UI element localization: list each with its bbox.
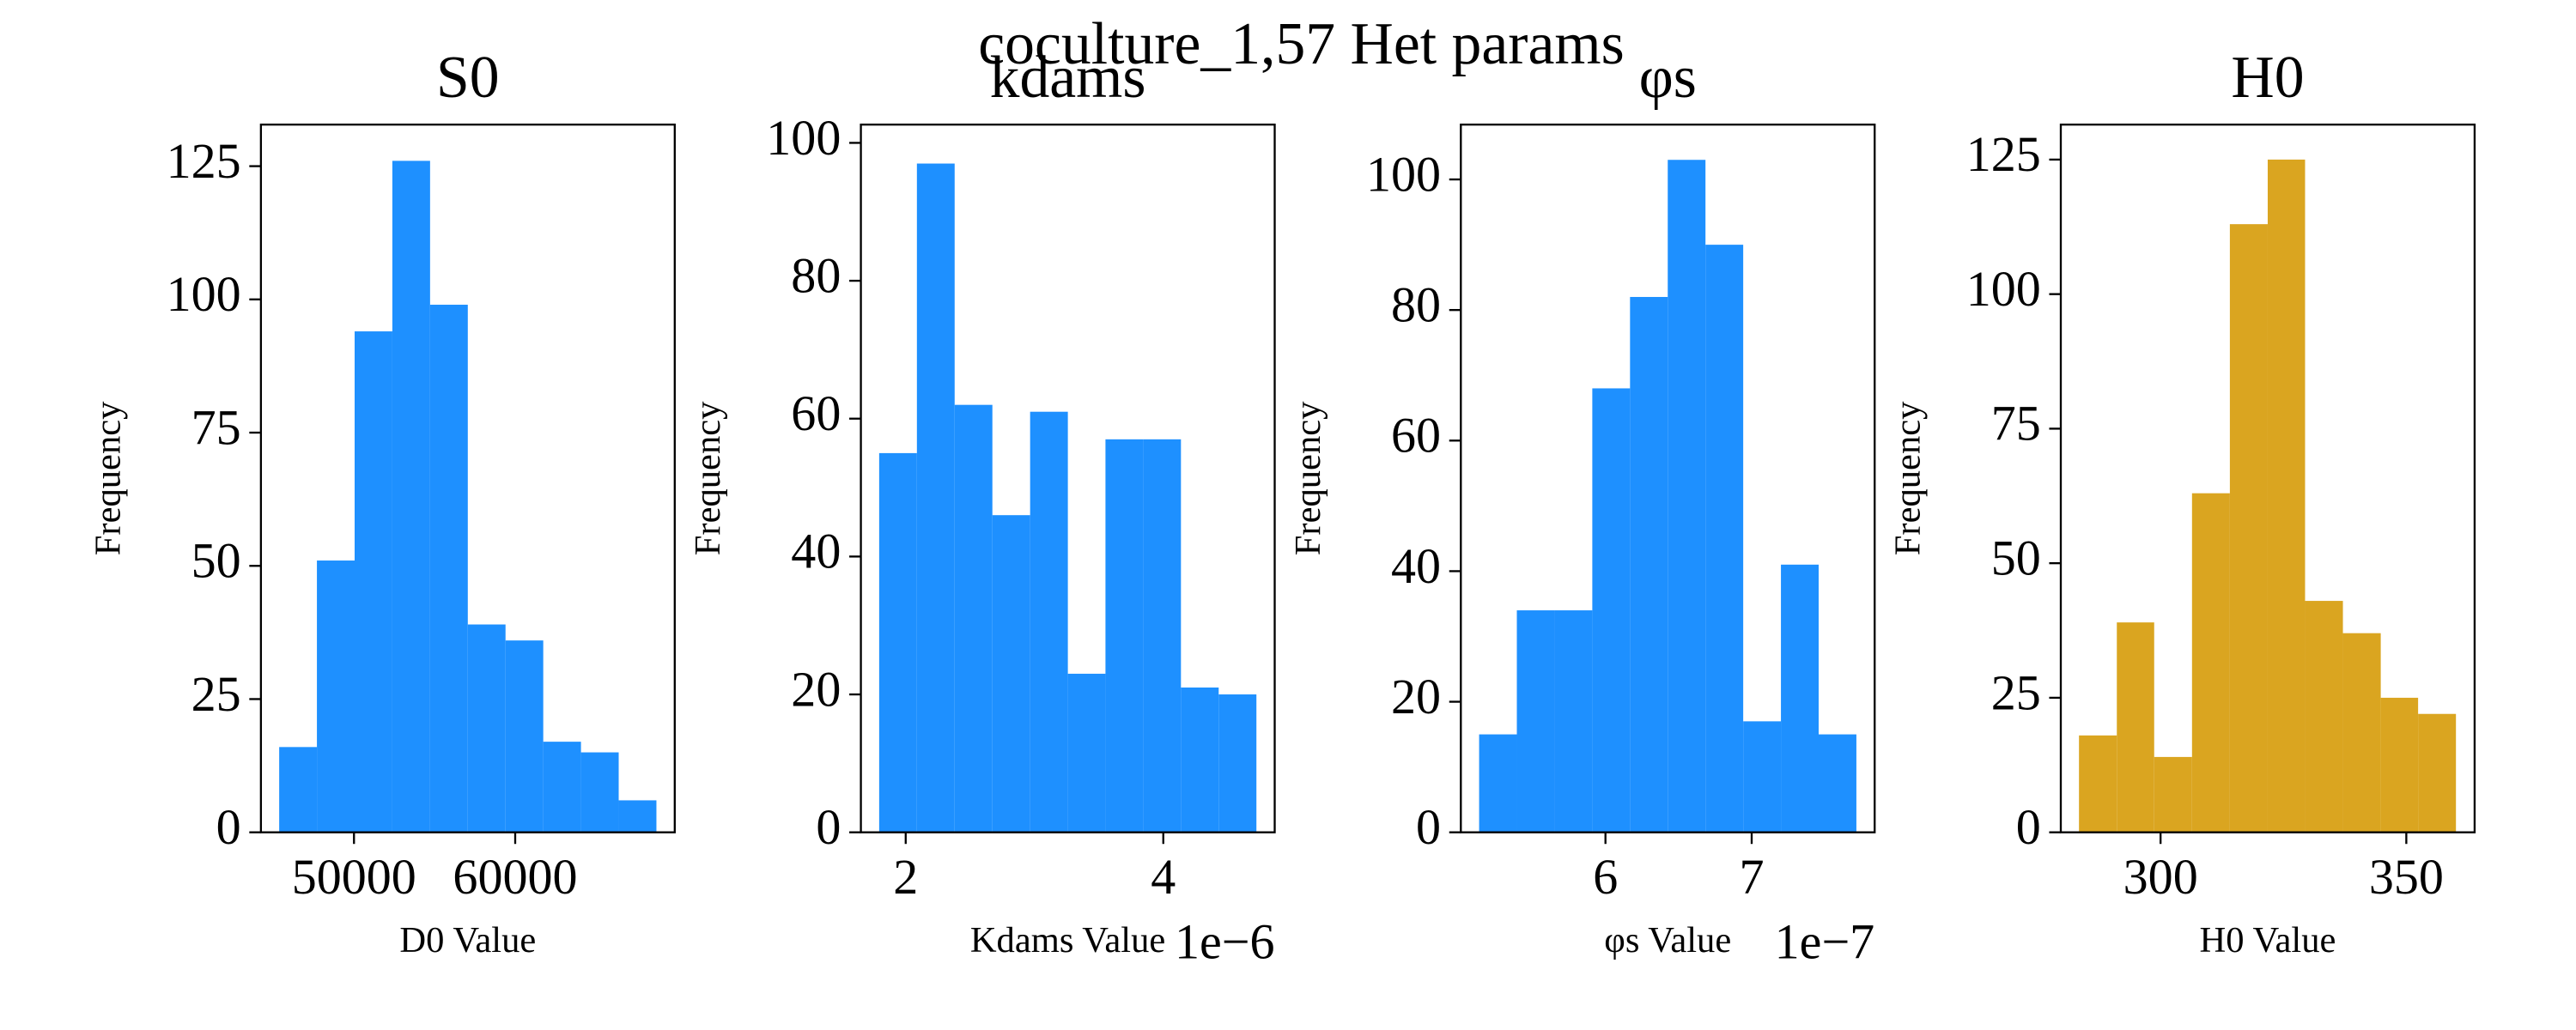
bar [1554,610,1593,833]
bar [1218,694,1257,833]
x-axis-label: D0 Value [399,920,536,960]
bar [2418,713,2457,833]
axes-frame [2059,124,2476,833]
y-tick-label: 20 [791,661,841,717]
bar [505,640,544,833]
subplot: 0 25 50 75 100 125 300 350 H0 H0 Value Frequency [1888,45,2476,960]
bar [1819,734,1856,833]
x-tick-label: 60000 [453,849,577,905]
y-tick-label: 0 [2016,799,2041,855]
bar [2154,756,2192,833]
bar [992,515,1030,833]
y-tick-label: 25 [191,666,241,722]
figure-title: coculture_1,57 Het params [978,11,1624,77]
bar [954,404,993,833]
bar [1105,439,1144,833]
bar [916,163,955,833]
axis-offset-text: 1e−6 [1175,914,1275,970]
subplot-title: kdams [990,45,1146,111]
bar [580,752,619,833]
x-tick-label: 50000 [292,849,416,905]
axes-frame [259,124,676,833]
bar [1143,439,1182,833]
bar [2305,601,2343,833]
subplot-title: φs [1639,45,1697,111]
bar [1030,411,1068,833]
bar [878,452,917,833]
bar [467,624,506,833]
y-tick-label: 60 [791,385,841,441]
subplot: 0 20 40 60 80 100 6 7 φs φs Value Frequency 1e−7 [1288,45,1876,970]
bar [543,742,581,833]
bar [1516,610,1555,833]
x-axis-label: H0 Value [2200,920,2336,960]
bar [1705,245,1744,833]
x-axis-label: φs Value [1604,920,1731,960]
bar [2229,224,2268,833]
subplot-title: S0 [436,45,500,111]
y-tick-label: 75 [1991,396,2041,451]
bar [2267,159,2306,833]
x-tick-label: 7 [1739,849,1764,905]
x-tick-label: 300 [2123,849,2198,905]
bar [1067,673,1106,833]
y-tick-label: 100 [766,110,841,166]
y-axis-label: Frequency [88,401,128,555]
subplot: 0 20 40 60 80 100 2 4 kdams Kdams Value Frequency 1… [688,45,1276,970]
y-tick-label: 100 [1366,146,1441,202]
axis-offset-text: 1e−7 [1775,914,1875,970]
y-tick-label: 125 [1966,126,2041,182]
x-tick-label: 2 [893,849,918,905]
x-tick-label: 350 [2369,849,2444,905]
y-tick-label: 125 [167,133,241,189]
bar [1479,734,1517,833]
y-tick-label: 75 [191,399,241,455]
y-tick-label: 50 [191,533,241,589]
bar [317,560,355,833]
bar [2191,493,2230,833]
bar [1181,687,1219,833]
bar [1668,160,1706,833]
x-tick-label: 4 [1151,849,1176,905]
bar [1630,296,1668,833]
y-tick-label: 0 [1416,799,1441,855]
x-axis-label: Kdams Value [970,920,1165,960]
y-axis-label: Frequency [1288,401,1328,555]
y-tick-label: 40 [791,524,841,579]
bar [2079,735,2117,833]
bar [429,305,468,833]
y-tick-label: 25 [1991,664,2041,720]
y-tick-label: 60 [1391,408,1441,464]
axes-frame [1460,124,1876,833]
y-tick-label: 80 [791,247,841,303]
bar [2380,697,2419,833]
bar [2117,622,2154,833]
bar [279,747,318,833]
bar [2342,633,2381,833]
bar [1743,721,1782,833]
bar [355,331,392,833]
y-tick-label: 40 [1391,538,1441,594]
y-tick-label: 100 [1966,261,2041,317]
y-tick-label: 0 [816,799,841,855]
y-axis-label: Frequency [1888,401,1929,555]
y-tick-label: 100 [167,266,241,322]
subplot: 0 25 50 75 100 125 50000 60000 S0 D0 Value Frequen… [88,45,676,960]
bar [618,800,657,833]
subplot-title: H0 [2231,45,2304,111]
y-tick-label: 80 [1391,277,1441,333]
bar [1592,388,1631,833]
bar [392,161,430,833]
y-axis-label: Frequency [688,401,728,555]
bar [1781,564,1820,833]
y-tick-label: 20 [1391,669,1441,724]
y-tick-label: 0 [216,799,241,855]
y-tick-label: 50 [1991,530,2041,586]
axes-frame [860,124,1276,833]
x-tick-label: 6 [1593,849,1618,905]
